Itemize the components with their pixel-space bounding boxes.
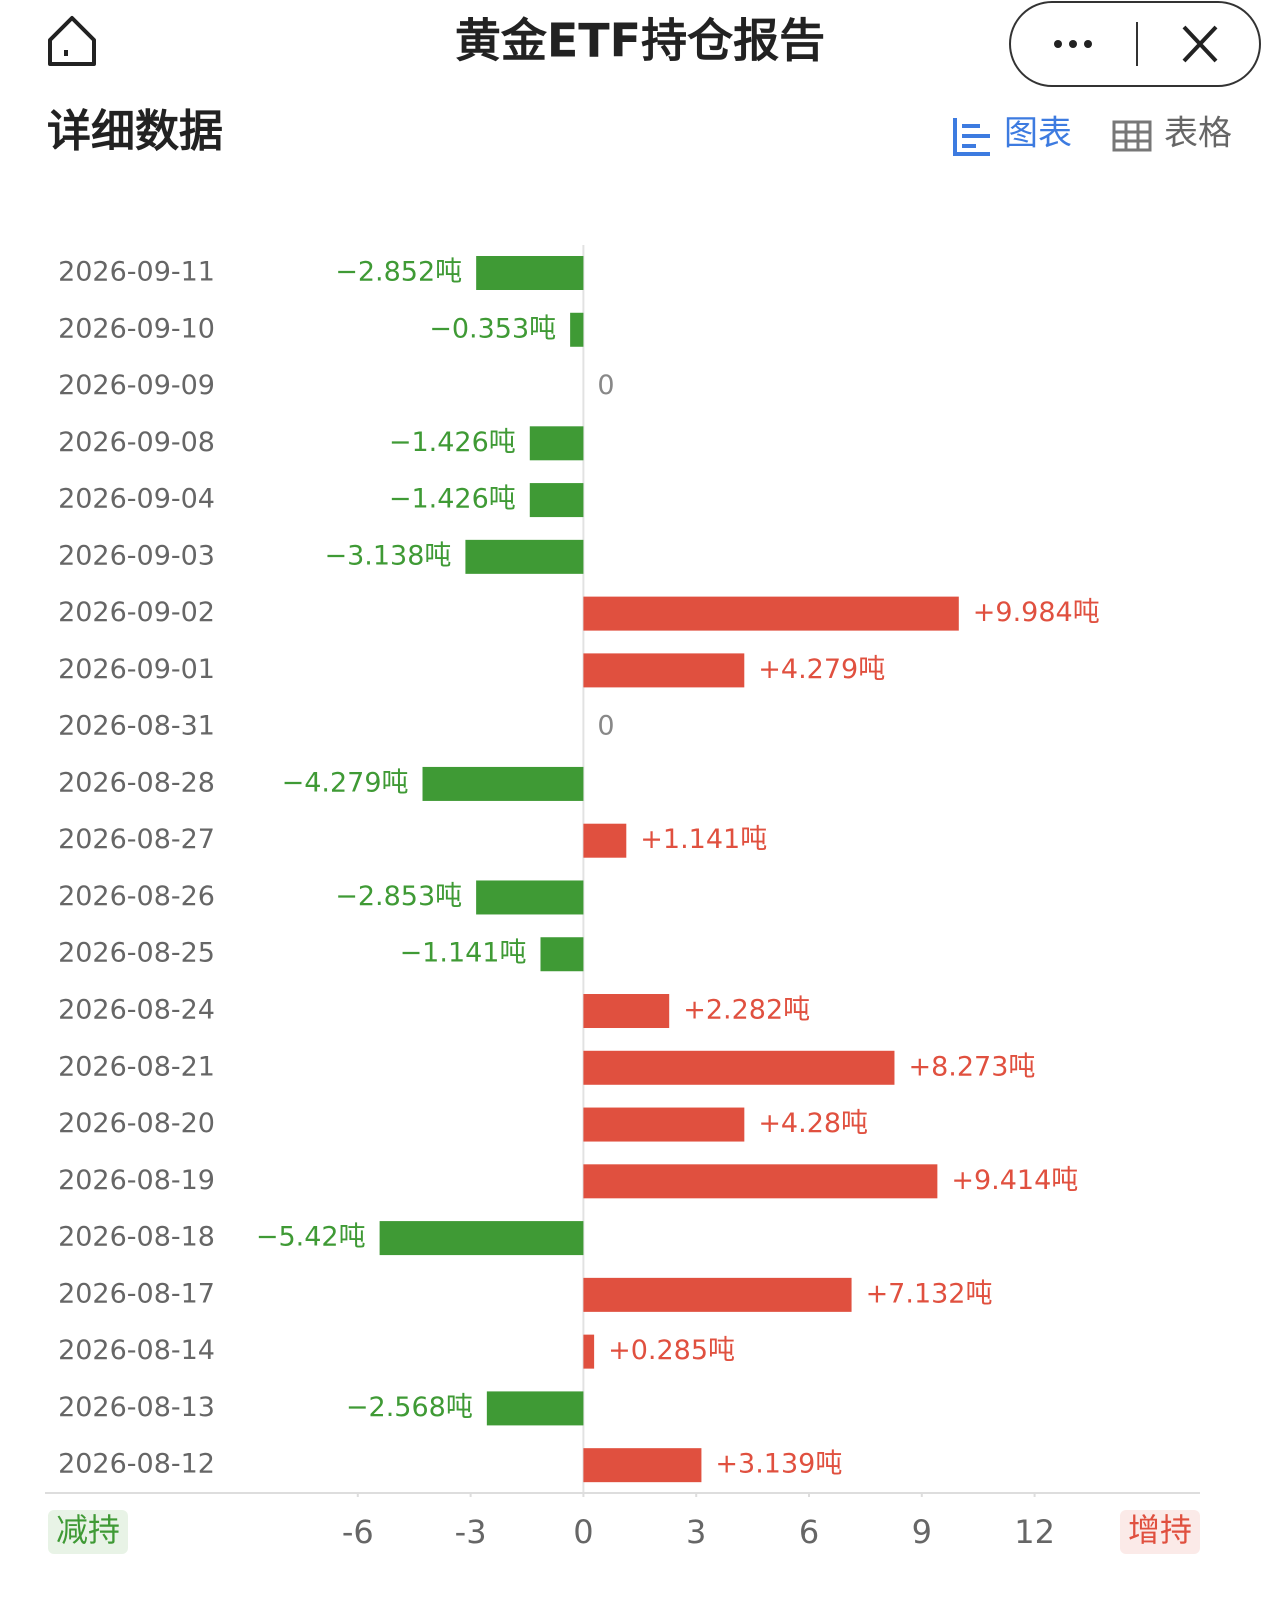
- data-label: +2.282吨: [683, 995, 810, 1026]
- y-tick-label: 2026-08-20: [58, 1108, 215, 1139]
- legend-label: 减持: [56, 1511, 120, 1549]
- data-label: 0: [597, 711, 614, 742]
- dot: [1054, 40, 1062, 48]
- data-label: −1.426吨: [389, 427, 516, 458]
- y-tick-label: 2026-09-08: [58, 427, 215, 458]
- y-tick-label: 2026-08-21: [58, 1051, 215, 1082]
- y-tick-label: 2026-08-19: [58, 1165, 215, 1196]
- bar: [465, 539, 584, 574]
- chart-tab[interactable]: 图表: [953, 114, 1072, 156]
- y-tick-label: 2026-09-03: [58, 540, 215, 571]
- y-tick-label: 2026-08-28: [58, 767, 215, 798]
- section-title: 详细数据: [47, 106, 223, 157]
- data-label: −1.141吨: [400, 938, 527, 969]
- y-tick-label: 2026-08-31: [58, 711, 215, 742]
- bar: [476, 256, 584, 290]
- bar: [583, 994, 670, 1029]
- data-label: −3.138吨: [324, 540, 451, 571]
- y-tick-label: 2026-08-17: [58, 1278, 215, 1309]
- home-button[interactable]: [48, 16, 96, 66]
- y-tick-label: 2026-09-02: [58, 597, 215, 628]
- tab-label: 表格: [1164, 114, 1232, 154]
- data-label: +9.414吨: [951, 1165, 1078, 1196]
- data-label: +1.141吨: [640, 824, 767, 855]
- data-label: −2.853吨: [335, 881, 462, 912]
- data-label: +3.139吨: [715, 1449, 842, 1480]
- data-label: −5.42吨: [256, 1222, 366, 1253]
- bar: [540, 937, 584, 972]
- data-label: +9.984吨: [973, 597, 1100, 628]
- bar: [583, 1107, 745, 1142]
- table-tab[interactable]: 表格: [1112, 114, 1232, 154]
- dot: [1084, 40, 1092, 48]
- data-label: +4.279吨: [758, 654, 885, 685]
- y-tick-label: 2026-08-27: [58, 824, 215, 855]
- data-label: +7.132吨: [866, 1278, 993, 1309]
- bar: [583, 1448, 702, 1483]
- bar: [583, 653, 745, 688]
- y-tick-label: 2026-09-04: [58, 484, 215, 515]
- data-label: −2.568吨: [346, 1392, 473, 1423]
- tab-label: 图表: [1004, 114, 1072, 154]
- bar: [570, 312, 584, 347]
- y-tick-label: 2026-09-09: [58, 370, 215, 401]
- home-icon: [48, 16, 96, 66]
- y-tick-label: 2026-08-12: [58, 1449, 215, 1480]
- table-icon: [1112, 120, 1152, 152]
- y-tick-label: 2026-08-25: [58, 938, 215, 969]
- data-label: +0.285吨: [608, 1335, 735, 1366]
- x-tick-label: 6: [799, 1513, 819, 1551]
- y-tick-label: 2026-09-01: [58, 654, 215, 685]
- data-label: +8.273吨: [908, 1051, 1035, 1082]
- bar: [476, 880, 584, 915]
- page-title: 黄金ETF持仓报告: [455, 14, 825, 68]
- y-tick-label: 2026-08-13: [58, 1392, 215, 1423]
- x-tick-label: -3: [455, 1513, 487, 1551]
- y-tick-label: 2026-08-18: [58, 1222, 215, 1253]
- x-tick-label: 3: [686, 1513, 706, 1551]
- data-label: −4.279吨: [282, 767, 409, 798]
- bar: [486, 1391, 584, 1426]
- bar: [529, 483, 584, 518]
- data-label: −2.852吨: [335, 257, 462, 288]
- bar: [583, 1277, 852, 1312]
- bar: [583, 596, 959, 631]
- y-tick-label: 2026-09-11: [58, 257, 215, 288]
- more-button[interactable]: [1054, 40, 1092, 48]
- bar: [583, 1164, 938, 1199]
- data-label: 0: [597, 370, 614, 401]
- y-tick-label: 2026-08-26: [58, 881, 215, 912]
- legend-background: [1120, 1510, 1200, 1554]
- x-tick-label: 12: [1014, 1513, 1055, 1551]
- dot: [1069, 40, 1077, 48]
- chart-icon: [953, 118, 990, 156]
- data-label: −1.426吨: [389, 484, 516, 515]
- x-tick-label: -6: [342, 1513, 374, 1551]
- bar: [583, 1334, 595, 1369]
- data-label: −0.353吨: [429, 313, 556, 344]
- capsule: [1009, 1, 1261, 87]
- x-tick-label: 9: [912, 1513, 932, 1551]
- close-button[interactable]: [1182, 25, 1218, 63]
- legend-background: [48, 1510, 128, 1554]
- bar: [583, 1050, 895, 1085]
- bar: [379, 1221, 584, 1256]
- y-tick-label: 2026-09-10: [58, 313, 215, 344]
- y-tick-label: 2026-08-24: [58, 995, 215, 1026]
- y-tick-label: 2026-08-14: [58, 1335, 215, 1366]
- legend-label: 增持: [1128, 1511, 1192, 1549]
- bar: [583, 823, 627, 858]
- x-tick-label: 0: [573, 1513, 593, 1551]
- bar: [422, 766, 584, 801]
- data-label: +4.28吨: [758, 1108, 868, 1139]
- bar: [529, 426, 584, 461]
